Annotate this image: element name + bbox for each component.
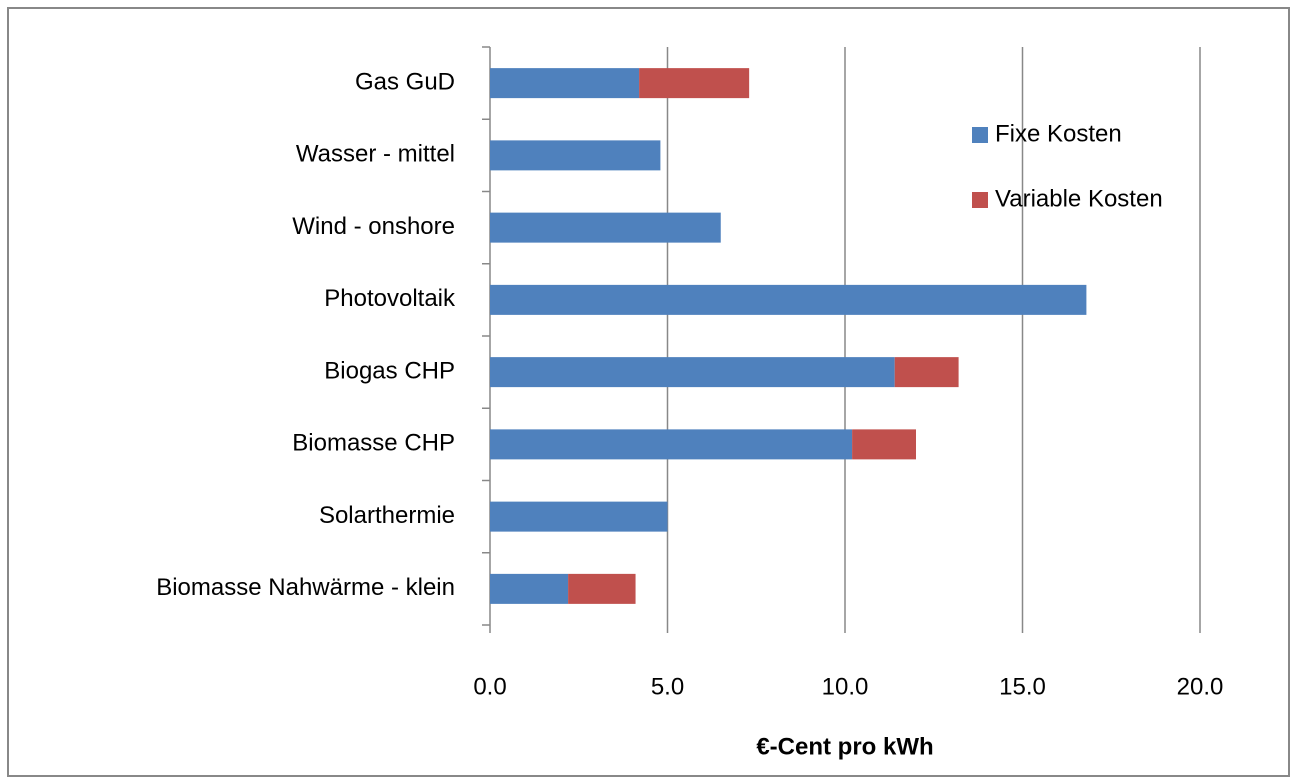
x-axis-title: €-Cent pro kWh: [756, 733, 933, 760]
bar: [894, 357, 959, 388]
legend-label: Variable Kosten: [995, 185, 1163, 212]
bar: [639, 68, 750, 99]
chart-frame: [7, 7, 1290, 777]
x-tick-label: 5.0: [651, 673, 684, 700]
legend-swatch: [972, 192, 988, 208]
y-tick-label: Biogas CHP: [324, 357, 455, 384]
legend-swatch: [972, 127, 988, 143]
bar: [490, 68, 640, 99]
bar: [490, 501, 668, 532]
y-tick-label: Biomasse Nahwärme - klein: [156, 574, 455, 601]
bar: [490, 212, 721, 243]
bar: [852, 429, 916, 460]
x-tick-label: 20.0: [1177, 673, 1224, 700]
bar: [490, 573, 569, 604]
bar: [490, 284, 1087, 315]
y-tick-label: Wasser - mittel: [296, 141, 455, 168]
y-tick-label: Solarthermie: [319, 502, 455, 529]
bar: [490, 357, 895, 388]
y-tick-label: Biomasse CHP: [292, 430, 455, 457]
bar: [490, 429, 853, 460]
y-tick-label: Wind - onshore: [292, 213, 455, 240]
x-tick-label: 0.0: [473, 673, 506, 700]
x-tick-label: 15.0: [999, 673, 1046, 700]
x-tick-label: 10.0: [822, 673, 869, 700]
y-tick-label: Photovoltaik: [324, 285, 456, 312]
bar: [568, 573, 636, 604]
y-tick-label: Gas GuD: [355, 68, 455, 95]
bar: [490, 140, 661, 171]
legend-label: Fixe Kosten: [995, 120, 1122, 147]
